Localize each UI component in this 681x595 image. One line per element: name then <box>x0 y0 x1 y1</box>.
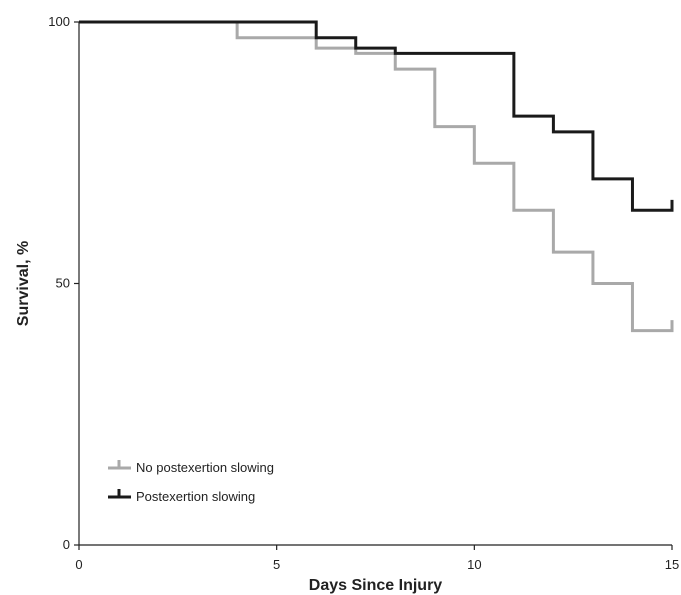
x-tick-label: 15 <box>665 557 679 572</box>
legend-swatch <box>108 489 131 499</box>
series-line-1 <box>79 20 674 333</box>
x-tick-label: 0 <box>75 557 82 572</box>
series-layer <box>79 20 674 333</box>
y-tick-label: 100 <box>48 14 70 29</box>
y-axis-title: Survival, % <box>15 241 32 326</box>
x-axis-title: Days Since Injury <box>309 577 442 594</box>
legend-item: Postexertion slowing <box>108 489 255 504</box>
legend-swatch <box>108 460 131 470</box>
legend: No postexertion slowing Postexertion slow… <box>108 460 274 504</box>
legend-item: No postexertion slowing <box>108 460 274 475</box>
y-tick-label: 0 <box>63 537 70 552</box>
legend-label: No postexertion slowing <box>136 460 274 475</box>
y-ticks: 0 50 100 <box>48 14 79 552</box>
x-tick-label: 10 <box>467 557 481 572</box>
series-line-2 <box>79 20 674 212</box>
x-tick-label: 5 <box>273 557 280 572</box>
y-tick-label: 50 <box>56 276 70 291</box>
x-ticks: 0 5 10 15 <box>75 545 679 572</box>
legend-label: Postexertion slowing <box>136 489 255 504</box>
